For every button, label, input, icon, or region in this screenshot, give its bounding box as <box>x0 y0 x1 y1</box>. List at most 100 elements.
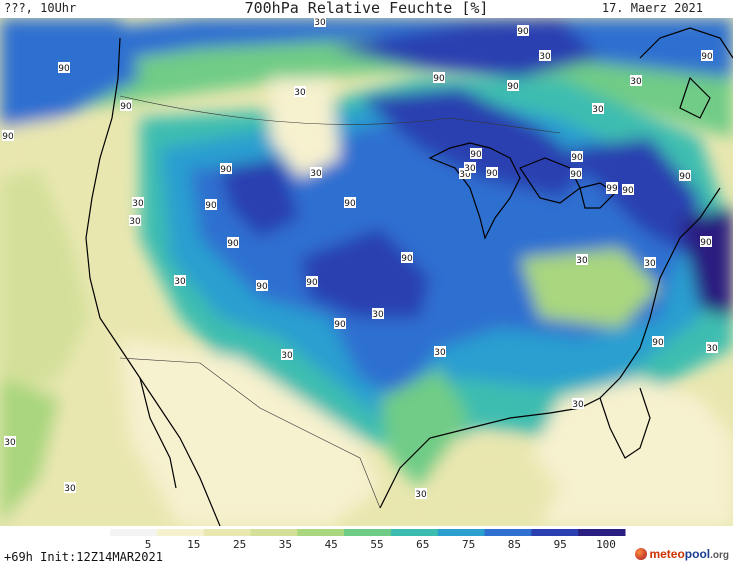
svg-text:90: 90 <box>701 52 713 62</box>
contour-label: 30 <box>464 162 476 174</box>
contour-label: 90 <box>2 130 14 142</box>
contour-label: 90 <box>517 25 529 37</box>
contour-label: 30 <box>281 349 293 361</box>
colorbar-label: 45 <box>325 538 338 550</box>
contour-label: 90 <box>470 148 482 160</box>
forecast-time-label: ???, 10Uhr <box>4 1 77 15</box>
svg-text:30: 30 <box>572 400 584 410</box>
svg-text:90: 90 <box>344 199 356 209</box>
svg-text:30: 30 <box>174 277 186 287</box>
colorbar-segment <box>531 529 579 536</box>
svg-text:30: 30 <box>4 438 16 448</box>
colorbar-label: 75 <box>462 538 475 550</box>
svg-text:90: 90 <box>570 170 582 180</box>
colorbar-segment <box>344 529 392 536</box>
brand-part2: pool <box>684 547 711 561</box>
svg-text:30: 30 <box>310 169 322 179</box>
country-borders <box>119 95 561 509</box>
svg-text:90: 90 <box>507 82 519 92</box>
svg-text:90: 90 <box>227 239 239 249</box>
contour-label: 30 <box>129 215 141 227</box>
contour-label: 90 <box>227 237 239 249</box>
colorbar-segment <box>578 529 626 536</box>
svg-text:30: 30 <box>434 348 446 358</box>
svg-text:30: 30 <box>644 259 656 269</box>
svg-text:30: 30 <box>129 217 141 227</box>
footer-bar: 5 15 25 35 45 55 65 75 85 95 100 +69h Init:12Z14MA… <box>0 526 733 566</box>
svg-text:90: 90 <box>652 338 664 348</box>
humidity-field <box>0 18 733 526</box>
svg-text:30: 30 <box>294 88 306 98</box>
contour-label: 30 <box>310 167 322 179</box>
colorbar-segment <box>437 529 486 536</box>
contour-label: 30 <box>539 50 551 62</box>
contour-label: 90 <box>679 170 691 182</box>
svg-text:30: 30 <box>281 351 293 361</box>
contour-label: 90 <box>306 276 318 288</box>
svg-text:90: 90 <box>256 282 268 292</box>
run-info: +69h Init:12Z14MAR2021 <box>4 550 163 564</box>
brand-part1: meteo <box>649 547 685 561</box>
colorbar-segment <box>110 529 158 536</box>
colorbar-label: 100 <box>596 538 616 550</box>
contour-label: 90 <box>652 336 664 348</box>
svg-text:30: 30 <box>459 170 471 180</box>
svg-text:90: 90 <box>120 102 132 112</box>
coastlines <box>85 27 733 526</box>
sun-icon <box>635 548 648 560</box>
colorbar-label: 65 <box>416 538 429 550</box>
colorbar-label: 5 <box>145 538 152 550</box>
colorbar-label: 55 <box>370 538 383 550</box>
svg-text:90: 90 <box>2 132 14 142</box>
colorbar-segment <box>156 529 205 536</box>
forecast-date: 17. Maerz 2021 <box>601 1 703 15</box>
svg-text:30: 30 <box>64 484 76 494</box>
svg-text:90: 90 <box>334 320 346 330</box>
svg-text:90: 90 <box>470 150 482 160</box>
contour-label: 30 <box>630 75 642 87</box>
contour-label: 99 <box>606 182 618 194</box>
contour-label: 30 <box>434 346 446 358</box>
contour-label: 90 <box>58 62 70 74</box>
svg-text:90: 90 <box>58 64 70 74</box>
contour-label: 30 <box>132 197 144 209</box>
colorbar-segment <box>390 529 439 536</box>
colorbar-segment <box>297 529 345 536</box>
contour-label: 30 <box>4 436 16 448</box>
colorbar: 5 15 25 35 45 55 65 75 85 95 100 <box>110 529 626 550</box>
svg-text:90: 90 <box>306 278 318 288</box>
colorbar-label: 95 <box>554 538 567 550</box>
colorbar-label: 85 <box>508 538 521 550</box>
svg-text:90: 90 <box>486 169 498 179</box>
colorbar-label: 25 <box>233 538 246 550</box>
svg-text:30: 30 <box>314 18 326 28</box>
contour-label: 90 <box>433 72 445 84</box>
contour-label: 30 <box>372 308 384 320</box>
header-bar: ???, 10Uhr 700hPa Relative Feuchte [%] 1… <box>0 0 733 18</box>
colorbar-label: 15 <box>187 538 200 550</box>
svg-text:90: 90 <box>571 153 583 163</box>
svg-text:30: 30 <box>372 310 384 320</box>
contour-label: 90 <box>401 252 413 264</box>
contour-label: 30 <box>572 398 584 410</box>
contour-label: 30 <box>644 257 656 269</box>
svg-text:30: 30 <box>132 199 144 209</box>
svg-text:30: 30 <box>630 77 642 87</box>
contour-label: 90 <box>120 100 132 112</box>
svg-text:90: 90 <box>205 201 217 211</box>
contour-label: 90 <box>256 280 268 292</box>
contour-label: 90 <box>622 184 634 196</box>
svg-text:99: 99 <box>606 184 618 194</box>
svg-text:30: 30 <box>539 52 551 62</box>
contour-label: 30 <box>415 488 427 500</box>
contour-label: 30 <box>592 103 604 115</box>
contour-label: 30 <box>64 482 76 494</box>
contour-label: 30 <box>294 86 306 98</box>
contour-label: 90 <box>571 151 583 163</box>
svg-text:30: 30 <box>576 256 588 266</box>
map-title: 700hPa Relative Feuchte [%] <box>244 0 489 17</box>
svg-text:90: 90 <box>700 238 712 248</box>
svg-text:90: 90 <box>220 165 232 175</box>
contour-label: 90 <box>700 236 712 248</box>
